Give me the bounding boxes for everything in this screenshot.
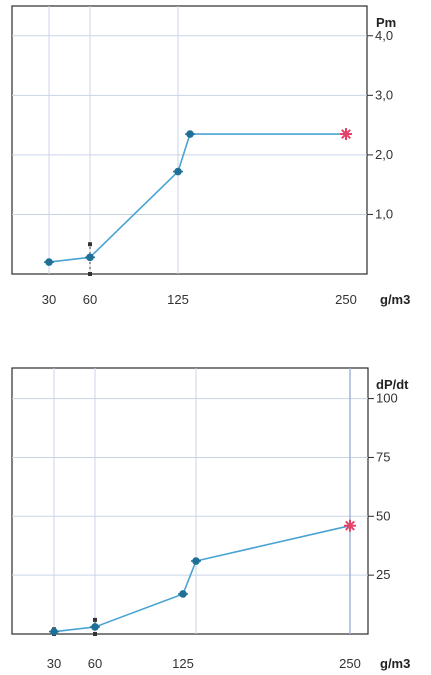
error-bar-cap: [93, 632, 97, 636]
y-tick-label: 1,0: [375, 206, 393, 221]
x-tick-label: 125: [167, 292, 189, 307]
chart-dpdt: 25 50 75 100 30 60 125 250 g/m3 dP/dt: [11, 367, 410, 671]
x-tick-label: 30: [42, 292, 56, 307]
plot-frame: [11, 367, 369, 635]
star-ray: [341, 129, 351, 139]
y-axis-label: Pm: [376, 15, 396, 30]
star-ray: [345, 520, 355, 531]
x-axis-label: g/m3: [380, 656, 410, 671]
series-line: [53, 524, 351, 633]
y-tick-label: 25: [376, 567, 390, 582]
y-tick-label: 2,0: [375, 147, 393, 162]
plot-frame: [11, 5, 368, 275]
x-tick-label: 30: [47, 656, 61, 671]
y-tick-label: 50: [376, 508, 390, 523]
error-bar-cap: [88, 272, 92, 276]
x-axis-label: g/m3: [380, 292, 410, 307]
x-tick-label: 60: [88, 656, 102, 671]
data-point-last: [344, 519, 356, 532]
data-point-last: [340, 128, 352, 141]
y-tick-label: 75: [376, 449, 390, 464]
x-tick-label: 60: [83, 292, 97, 307]
x-tick-label: 250: [335, 292, 357, 307]
y-tick-label: 100: [376, 391, 398, 406]
y-tick-label: 4,0: [375, 28, 393, 43]
error-bar-cap: [93, 617, 97, 622]
chart-pm: 1,0 2,0 3,0 4,0 30 60 125 250 g/m3 Pm: [11, 5, 410, 307]
series-line: [48, 133, 346, 263]
error-bar-cap: [88, 242, 92, 247]
y-tick-label: 3,0: [375, 87, 393, 102]
x-tick-label: 125: [172, 656, 194, 671]
x-tick-label: 250: [339, 656, 361, 671]
y-axis-label: dP/dt: [376, 377, 409, 392]
